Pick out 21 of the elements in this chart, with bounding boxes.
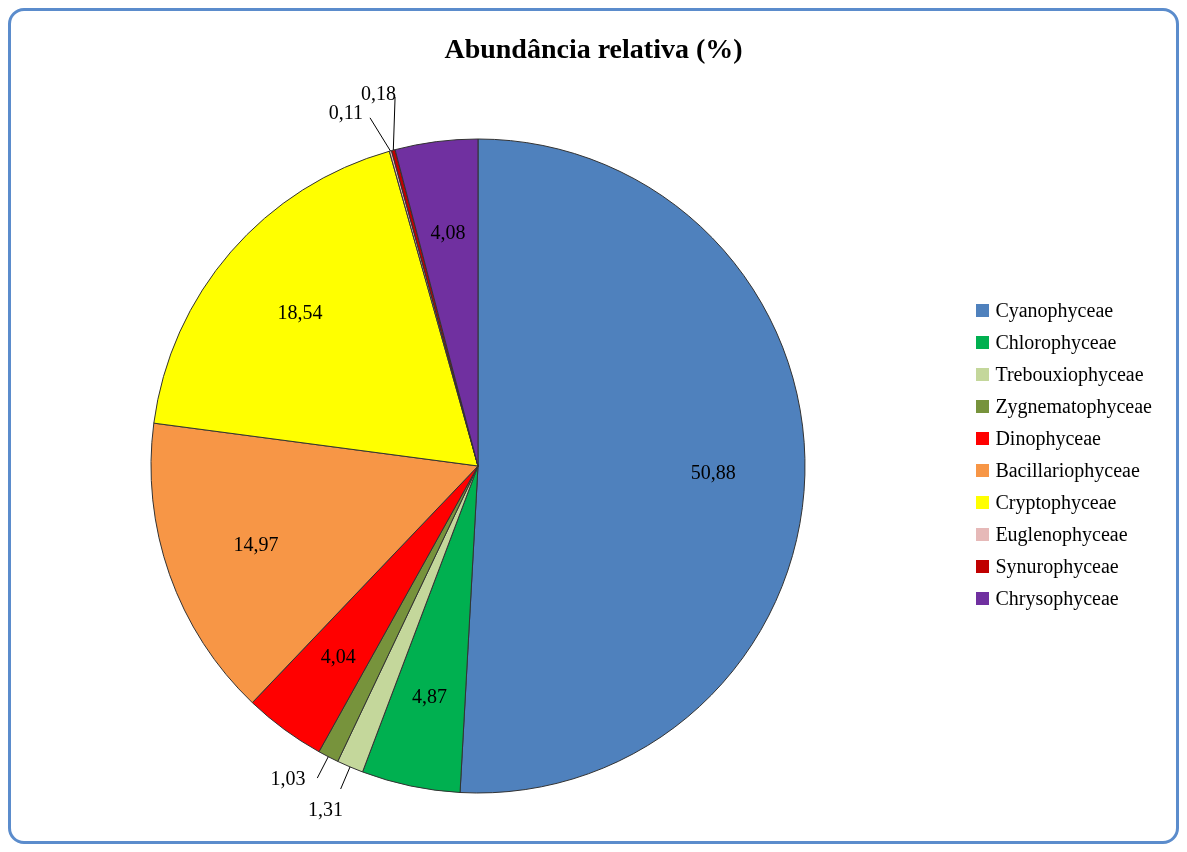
legend-label: Trebouxiophyceae: [995, 362, 1144, 388]
chart-title: Abundância relativa (%): [443, 33, 744, 65]
legend-label: Cryptophyceae: [995, 490, 1117, 516]
legend-label: Cyanophyceae: [995, 298, 1114, 324]
data-label: 4,87: [411, 685, 447, 708]
legend-label: Euglenophyceae: [995, 522, 1128, 548]
legend-label: Zygnematophyceae: [995, 394, 1152, 420]
data-label: 0,18: [361, 82, 397, 105]
data-label: 4,08: [430, 221, 466, 244]
data-label: 4,04: [320, 644, 356, 667]
legend-label: Synurophyceae: [995, 554, 1119, 580]
data-label: 50,88: [690, 461, 736, 484]
data-label: 18,54: [277, 300, 323, 323]
legend-label: Chlorophyceae: [995, 330, 1117, 356]
legend-label: Dinophyceae: [995, 426, 1101, 452]
data-label: 0,11: [328, 100, 363, 123]
legend-label: Bacillariophyceae: [995, 458, 1140, 484]
data-label: 1,03: [270, 766, 306, 789]
legend-label: Chrysophyceae: [995, 586, 1119, 612]
data-label: 14,97: [233, 533, 279, 556]
data-label: 1,31: [308, 797, 344, 820]
